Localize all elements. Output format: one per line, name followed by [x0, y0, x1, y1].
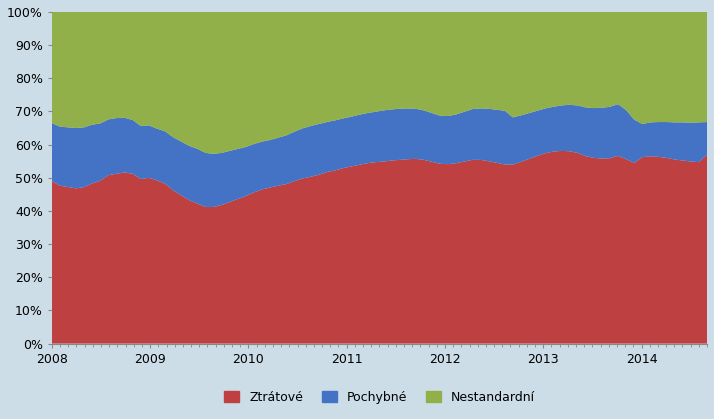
- Legend: Ztrátové, Pochybné, Nestandardní: Ztrátové, Pochybné, Nestandardní: [218, 385, 541, 410]
